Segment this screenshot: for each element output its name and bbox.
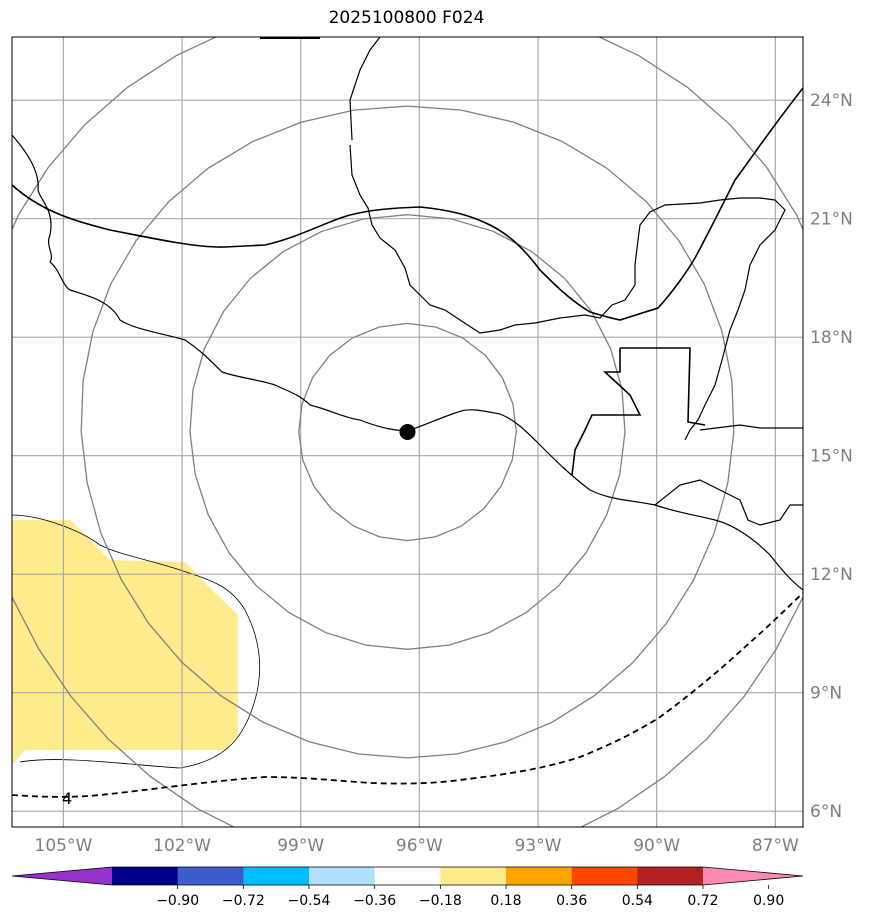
colorbar-extend-right: [703, 867, 803, 885]
colorbar-tick-label: −0.72: [222, 893, 265, 909]
pacific-coastline: [12, 134, 803, 591]
latitude-tick-labels: 6°N 9°N 12°N 15°N 18°N 21°N 24°N: [810, 91, 853, 822]
colorbar-segment: [571, 867, 638, 885]
lon-tick-label: 96°W: [396, 836, 443, 856]
map-title: 2025100800 F024: [328, 8, 485, 28]
country-border: [12, 87, 803, 476]
range-ring-2: [80, 105, 735, 759]
lat-tick-label: 15°N: [810, 447, 853, 467]
graticule: [12, 37, 803, 827]
longitude-tick-labels: 105°W 102°W 99°W 96°W 93°W 90°W 87°W: [35, 836, 799, 856]
colorbar: −0.90 −0.72 −0.54 −0.36 −0.18 0.18 0.36 0.54 0.7…: [11, 866, 804, 909]
lon-tick-label: 93°W: [515, 836, 562, 856]
colorbar-tick-label: 0.72: [687, 893, 718, 909]
lon-tick-label: 105°W: [35, 836, 93, 856]
lon-tick-label: 99°W: [277, 836, 324, 856]
map-frame: [11, 36, 804, 828]
lat-tick-label: 12°N: [810, 565, 853, 585]
range-ring-0: [298, 322, 517, 542]
contour-label: 4: [62, 789, 72, 808]
lat-tick-label: 6°N: [810, 802, 842, 822]
thin-contour-line: [12, 514, 261, 769]
colorbar-segment: [374, 867, 441, 885]
lat-tick-label: 18°N: [810, 328, 853, 348]
lon-tick-label: 87°W: [752, 836, 799, 856]
shaded-field-region: [12, 520, 238, 765]
colorbar-tick-label: 0.18: [490, 893, 521, 909]
gulf-coastline: [349, 37, 786, 441]
colorbar-segment: [177, 867, 244, 885]
lat-tick-label: 21°N: [810, 210, 853, 230]
storm-center-marker: [399, 424, 416, 440]
colorbar-tick-label: 0.54: [622, 893, 653, 909]
lon-tick-label: 102°W: [153, 836, 211, 856]
range-ring-3: [12, 37, 803, 827]
colorbar-tick-label: −0.90: [156, 893, 199, 909]
caribbean-coastline: [654, 424, 803, 526]
colorbar-segment: [309, 867, 376, 885]
colorbar-segment: [506, 867, 573, 885]
colorbar-segment: [112, 867, 179, 885]
lat-tick-label: 9°N: [810, 684, 842, 704]
colorbar-segment: [243, 867, 310, 885]
colorbar-segment: [637, 867, 704, 885]
lon-tick-label: 90°W: [633, 836, 680, 856]
colorbar-tick-label: 0.36: [556, 893, 587, 909]
colorbar-outline: [11, 866, 804, 886]
colorbar-tick-label: 0.90: [753, 893, 784, 909]
colorbar-tick-label: −0.54: [288, 893, 331, 909]
lat-tick-label: 24°N: [810, 91, 853, 111]
colorbar-tick-label: −0.36: [353, 893, 396, 909]
dashed-contour-line: [12, 592, 803, 798]
colorbar-extend-left: [12, 867, 112, 885]
colorbar-segment: [440, 867, 507, 885]
colorbar-tick-label: −0.18: [419, 893, 462, 909]
